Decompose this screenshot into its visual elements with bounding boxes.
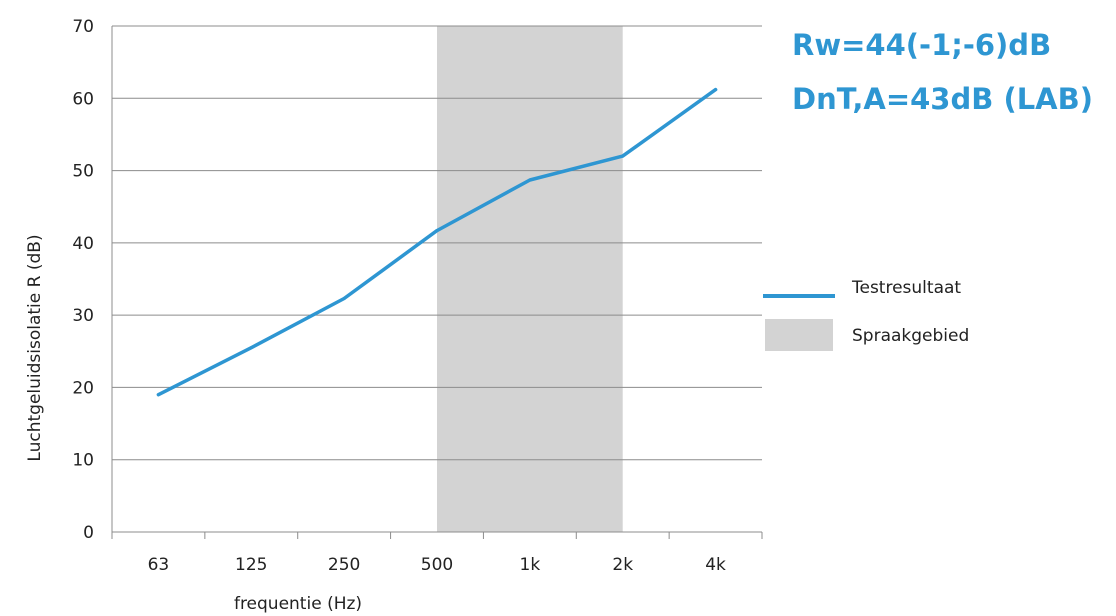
data-point-1k [528, 178, 532, 182]
y-axis-label: Luchtgeluidsisolatie R (dB) [25, 234, 45, 461]
y-tick-label-30: 30 [72, 306, 94, 326]
y-tick-label-70: 70 [72, 17, 94, 37]
data-point-125 [249, 346, 253, 350]
y-tick-label-20: 20 [72, 378, 94, 398]
data-point-63 [156, 393, 160, 397]
y-tick-label-40: 40 [72, 234, 94, 254]
legend-label-testresultaat: Testresultaat [851, 278, 961, 298]
legend-label-spraakgebied: Spraakgebied [852, 326, 969, 346]
annotation-dnta: DnT,A=43dB (LAB) [792, 82, 1093, 116]
annotation-rw: Rw=44(-1;-6)dB [792, 28, 1051, 62]
data-point-500 [435, 229, 439, 233]
x-tick-label-4k: 4k [705, 555, 726, 575]
x-tick-label-2k: 2k [612, 555, 633, 575]
x-tick-label-250: 250 [328, 555, 360, 575]
x-tick-label-63: 63 [148, 555, 170, 575]
data-point-2k [621, 154, 625, 158]
series-line-0 [156, 87, 718, 397]
x-tick-label-125: 125 [235, 555, 267, 575]
y-tick-label-0: 0 [83, 523, 94, 543]
y-tick-label-10: 10 [72, 451, 94, 471]
x-tick-label-500: 500 [421, 555, 453, 575]
x-axis-label: frequentie (Hz) [234, 594, 362, 614]
legend: Testresultaat Spraakgebied [763, 278, 969, 351]
x-tick-label-1k: 1k [520, 555, 541, 575]
y-tick-label-60: 60 [72, 89, 94, 109]
speech-band [437, 26, 623, 532]
legend-swatch-spraakgebied [765, 319, 833, 351]
y-tick-label-50: 50 [72, 162, 94, 182]
data-point-250 [342, 297, 346, 301]
data-point-4k [714, 88, 718, 92]
